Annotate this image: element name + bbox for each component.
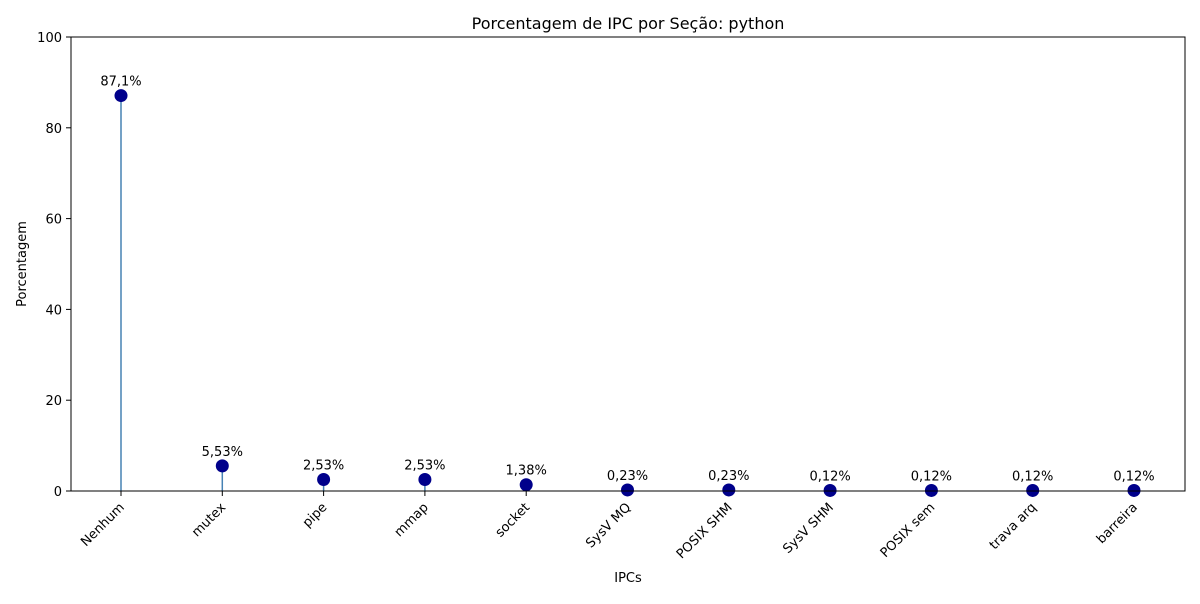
data-label: 87,1% xyxy=(100,75,141,90)
x-tick-label: barreira xyxy=(1094,500,1141,547)
chart-title: Porcentagem de IPC por Seção: python xyxy=(472,14,785,33)
y-tick-label: 40 xyxy=(45,303,62,318)
lollipop-marker xyxy=(1127,483,1141,497)
x-tick-label: POSIX sem xyxy=(878,500,939,561)
x-tick-label: SysV MQ xyxy=(583,500,634,551)
lollipop-marker xyxy=(114,89,128,103)
x-tick-label: trava arq xyxy=(987,500,1040,553)
y-tick-label: 100 xyxy=(37,31,62,46)
lollipop-marker xyxy=(317,473,331,487)
data-label: 0,23% xyxy=(607,469,648,484)
x-tick-label: SysV SHM xyxy=(780,500,837,557)
x-tick-label: mmap xyxy=(392,500,432,540)
lollipop-marker xyxy=(519,478,533,492)
lollipop-marker xyxy=(215,459,229,473)
x-tick-label: POSIX SHM xyxy=(674,500,736,562)
y-tick-label: 80 xyxy=(45,122,62,137)
x-axis-label: IPCs xyxy=(614,571,642,586)
plot-frame xyxy=(70,36,1186,492)
data-label: 0,12% xyxy=(1113,469,1154,484)
data-label: 2,53% xyxy=(303,459,344,474)
x-tick-label: Nenhum xyxy=(78,500,128,550)
y-axis-label: Porcentagem xyxy=(15,221,30,307)
plot-marks: 87,1% 5,53% 2,53% 2,53% 1,38% 0,23% 0,23% 0,12%… xyxy=(100,75,1155,497)
data-label: 2,53% xyxy=(404,459,445,474)
data-label: 0,12% xyxy=(911,469,952,484)
y-tick-label: 20 xyxy=(45,394,62,409)
data-label: 0,23% xyxy=(708,469,749,484)
x-axis: Nenhum mutex pipe mmap socket SysV MQ POSIX SH… xyxy=(78,491,1141,562)
data-label: 0,12% xyxy=(1012,469,1053,484)
data-label: 1,38% xyxy=(506,464,547,479)
x-tick-label: mutex xyxy=(189,500,229,540)
x-tick-label: socket xyxy=(493,500,533,540)
y-tick-label: 60 xyxy=(45,213,62,228)
lollipop-marker xyxy=(722,483,736,497)
lollipop-marker xyxy=(823,483,837,497)
y-axis: 0 20 40 60 80 100 xyxy=(37,31,71,500)
data-label: 5,53% xyxy=(202,445,243,460)
y-tick-label: 0 xyxy=(54,485,62,500)
x-tick-label: pipe xyxy=(300,500,330,530)
lollipop-marker xyxy=(418,473,432,487)
lollipop-marker xyxy=(1026,483,1040,497)
lollipop-marker xyxy=(621,483,634,497)
data-label: 0,12% xyxy=(809,469,850,484)
lollipop-marker xyxy=(924,483,938,497)
